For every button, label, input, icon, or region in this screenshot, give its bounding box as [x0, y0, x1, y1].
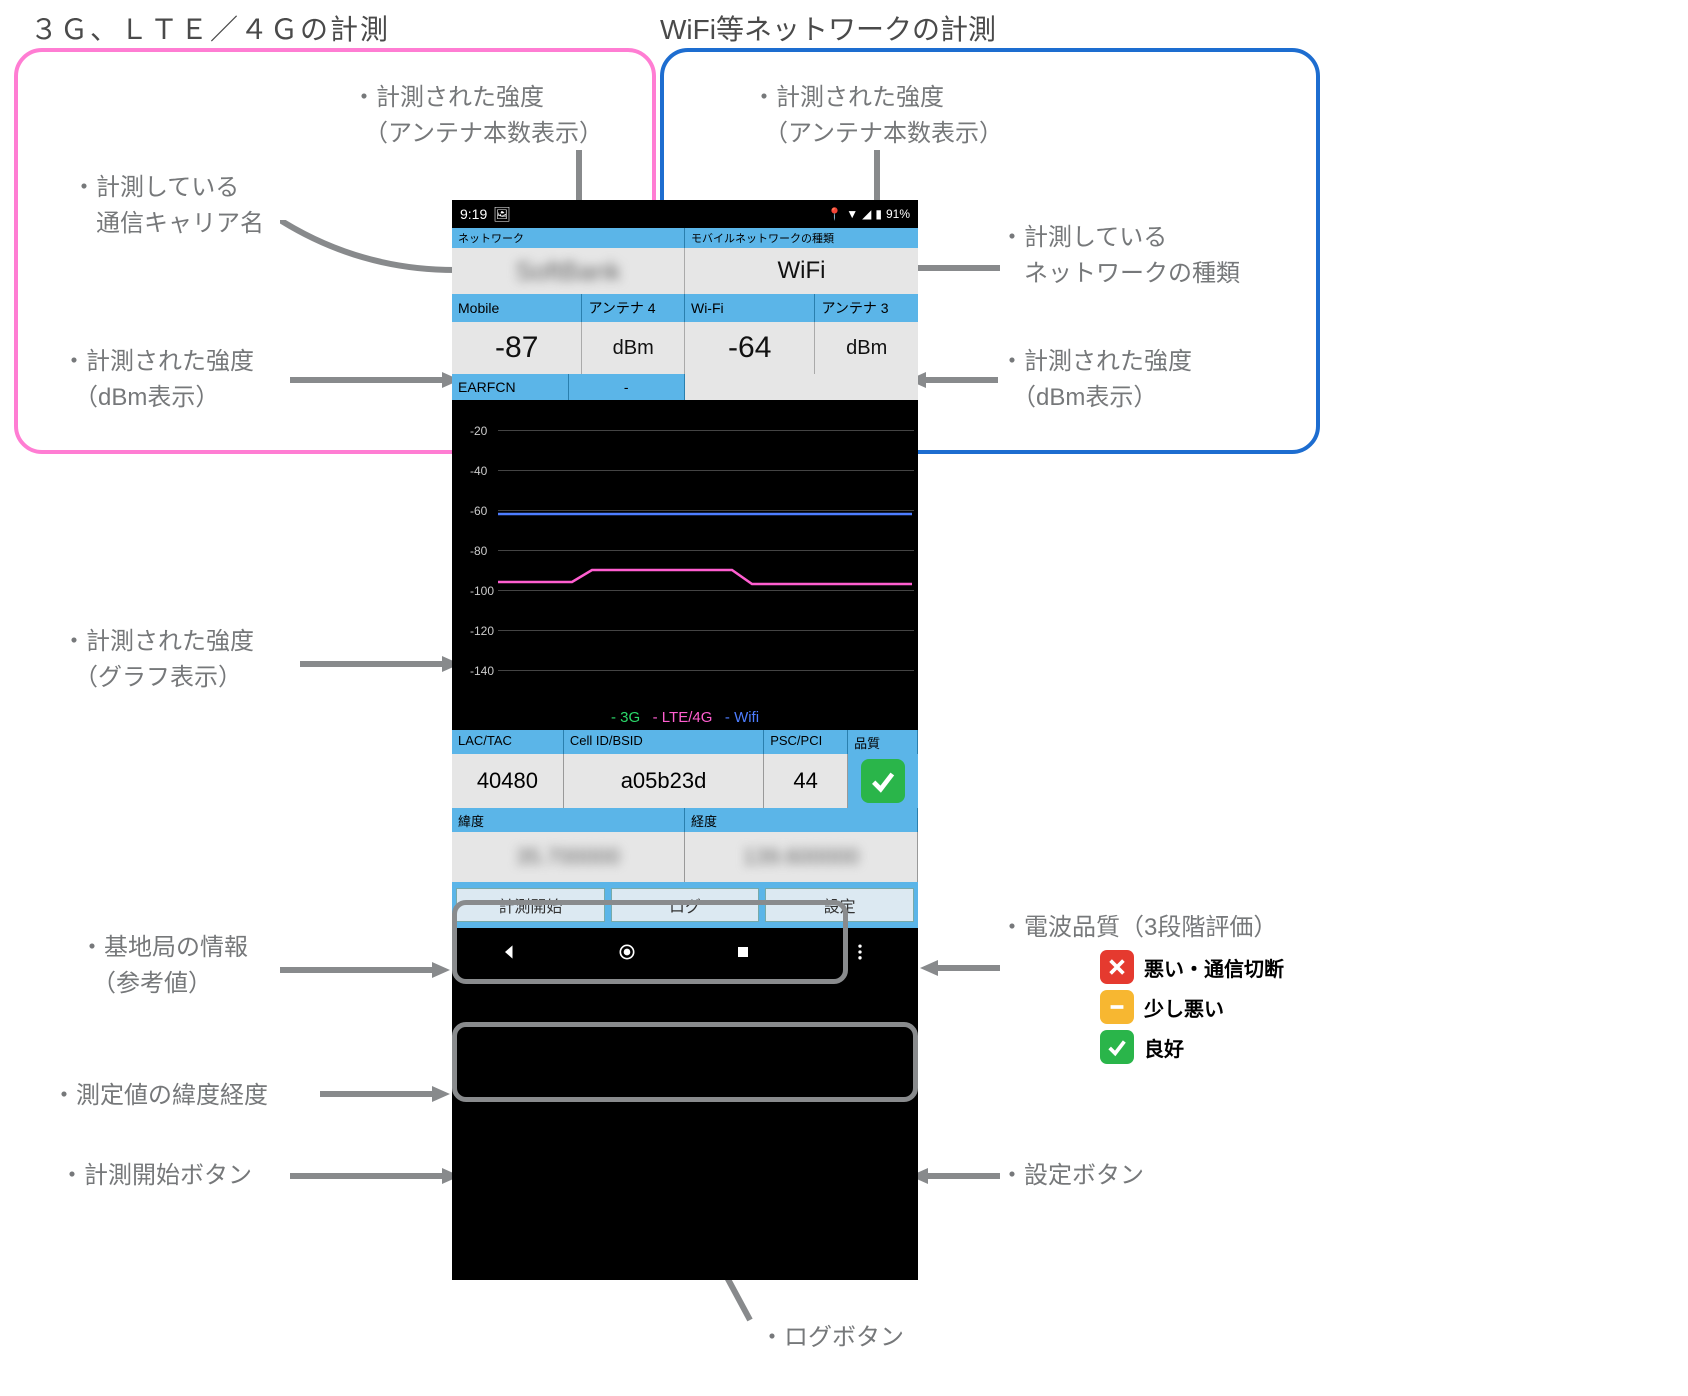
mobile-header: ネットワーク — [452, 228, 685, 248]
quality-indicator — [861, 759, 905, 803]
annotation-carrier: ・計測している 通信キャリア名 — [72, 170, 264, 242]
phone-screenshot: 9:19 🖼 📍 ▼ ◢ ▮ 91% ネットワーク モバイルネットワークの種類 … — [452, 200, 918, 1280]
cid-header: Cell ID/BSID — [564, 730, 764, 754]
menu-dots-icon[interactable] — [850, 942, 870, 962]
cid-value: a05b23d — [564, 754, 764, 808]
psc-value: 44 — [764, 754, 848, 808]
statusbar-battery: 91% — [886, 207, 910, 221]
arrow-quality — [920, 958, 1000, 978]
arrow-settings-btn — [910, 1166, 1000, 1186]
loc-header-row: 緯度 経度 — [452, 808, 918, 832]
quality-header: 品質 — [848, 730, 918, 754]
lac-header: LAC/TAC — [452, 730, 564, 754]
lac-value: 40480 — [452, 754, 564, 808]
button-row: 計測開始 ログ 設定 — [452, 882, 918, 928]
wifi-dbm-unit: dBm — [815, 322, 918, 374]
annotation-antenna-right: ・計測された強度 （アンテナ本数表示） — [752, 80, 1003, 152]
wifi-header: モバイルネットワークの種類 — [685, 228, 918, 248]
cell-header-row: LAC/TAC Cell ID/BSID PSC/PCI 品質 — [452, 730, 918, 754]
loc-value-row: 35.700000 139.600000 — [452, 832, 918, 882]
quality-legend: 悪い・通信切断 少し悪い 良好 — [1100, 944, 1284, 1070]
arrow-graph — [300, 654, 460, 674]
home-icon[interactable] — [617, 942, 637, 962]
carrier-name-value: SoftBank — [452, 248, 685, 294]
wifi-icon: ▼ — [846, 207, 858, 221]
lat-header: 緯度 — [452, 808, 685, 832]
image-icon: 🖼 — [493, 206, 511, 223]
mobile-type-label: Mobile — [452, 294, 582, 322]
back-icon[interactable] — [500, 942, 520, 962]
annotation-latlon: ・測定値の緯度経度 — [52, 1078, 268, 1114]
wifi-name-value: WiFi — [685, 248, 918, 294]
arrow-cell-info — [280, 960, 450, 980]
earfcn-value: - — [569, 374, 686, 400]
annotation-log-btn: ・ログボタン — [760, 1320, 904, 1356]
section-title-mobile: ３Ｇ、ＬＴＥ／４Ｇの計測 — [30, 8, 390, 48]
quality-good-label: 良好 — [1144, 1033, 1184, 1062]
graph-lines — [452, 400, 918, 730]
signal-graph: -20 -40 -60 -80 -100 -120 -140 - 3G - LT… — [452, 400, 918, 730]
arrow-dbm-left — [290, 370, 460, 390]
signal-icon: ◢ — [862, 207, 871, 221]
arrow-carrier — [280, 220, 470, 280]
wifi-dbm-value: -64 — [685, 322, 815, 374]
annotation-quality: ・電波品質（3段階評価） — [1000, 910, 1277, 946]
lat-value: 35.700000 — [516, 844, 620, 870]
quality-bad-label: 悪い・通信切断 — [1144, 953, 1284, 982]
wifi-antenna-label: アンテナ 3 — [815, 294, 918, 322]
psc-header: PSC/PCI — [764, 730, 848, 754]
mobile-dbm-value: -87 — [452, 322, 582, 374]
header-row: ネットワーク モバイルネットワークの種類 — [452, 228, 918, 248]
graph-legend: - 3G - LTE/4G - Wifi — [452, 709, 918, 726]
android-navbar — [452, 928, 918, 976]
quality-mid-icon — [1100, 990, 1134, 1024]
annotation-antenna-left: ・計測された強度 （アンテナ本数表示） — [352, 80, 603, 152]
section-title-wifi: WiFi等ネットワークの計測 — [660, 8, 996, 48]
mobile-antenna-label: アンテナ 4 — [582, 294, 685, 322]
battery-icon: ▮ — [875, 207, 882, 221]
quality-bad-icon — [1100, 950, 1134, 984]
statusbar-time: 9:19 — [460, 206, 487, 222]
annotation-settings-btn: ・設定ボタン — [1000, 1158, 1144, 1194]
log-button[interactable]: ログ — [611, 888, 760, 922]
settings-button[interactable]: 設定 — [765, 888, 914, 922]
annotation-network-type: ・計測している ネットワークの種類 — [1000, 220, 1240, 292]
arrow-dbm-right — [908, 370, 998, 390]
recent-icon[interactable] — [733, 942, 753, 962]
annotation-dbm-right: ・計測された強度 （dBm表示） — [1000, 344, 1192, 416]
quality-mid-label: 少し悪い — [1144, 993, 1224, 1022]
annotation-dbm-left: ・計測された強度 （dBm表示） — [62, 344, 254, 416]
arrow-latlon — [320, 1084, 450, 1104]
cell-value-row: 40480 a05b23d 44 — [452, 754, 918, 808]
location-icon: 📍 — [827, 207, 842, 221]
arrow-start-btn — [290, 1166, 460, 1186]
lon-value: 139.600000 — [743, 844, 859, 870]
mobile-dbm-unit: dBm — [582, 322, 685, 374]
quality-good-icon — [1100, 1030, 1134, 1064]
earfcn-label: EARFCN — [452, 374, 569, 400]
annotation-start-btn: ・計測開始ボタン — [60, 1158, 252, 1194]
lon-header: 経度 — [685, 808, 918, 832]
annotation-graph: ・計測された強度 （グラフ表示） — [62, 624, 254, 696]
annotation-cell-info: ・基地局の情報 （参考値） — [80, 930, 248, 1002]
wifi-type-label: Wi-Fi — [685, 294, 815, 322]
start-button[interactable]: 計測開始 — [456, 888, 605, 922]
android-statusbar: 9:19 🖼 📍 ▼ ◢ ▮ 91% — [452, 200, 918, 228]
